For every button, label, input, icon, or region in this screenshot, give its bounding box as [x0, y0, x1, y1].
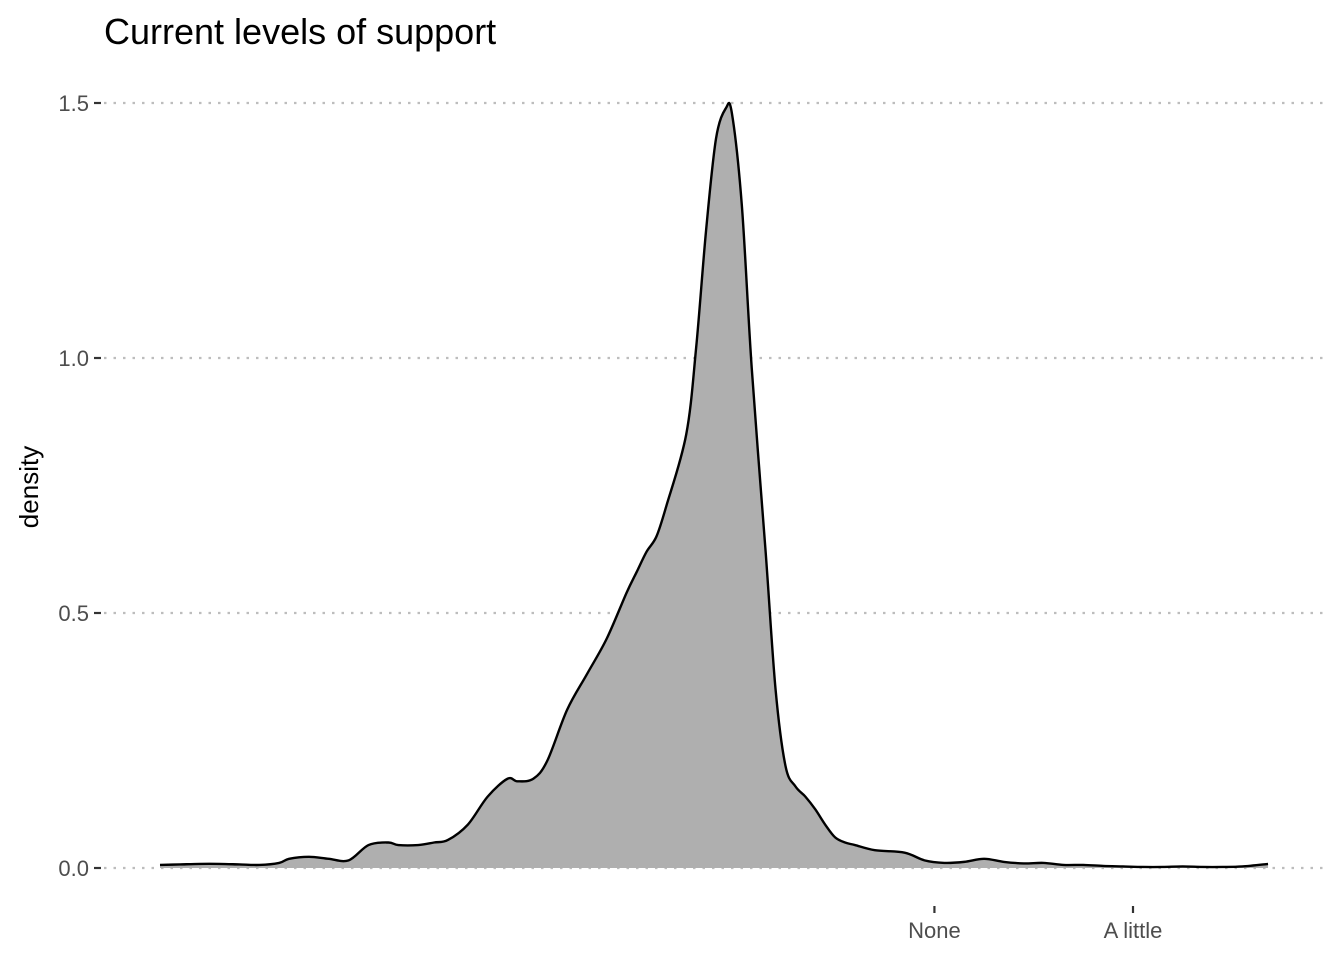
y-tick-label: 1.0 [58, 346, 89, 371]
chart-title: Current levels of support [104, 11, 496, 52]
density-area [160, 102, 1269, 868]
y-axis-label: density [14, 446, 44, 528]
x-axis-ticks: None A little [908, 906, 1162, 943]
x-tick-label: A little [1104, 918, 1163, 943]
x-tick-label: None [908, 918, 961, 943]
y-tick-label: 0.0 [58, 856, 89, 881]
y-tick-label: 0.5 [58, 601, 89, 626]
density-curve [159, 101, 1269, 869]
y-axis-ticks: 0.0 0.5 1.0 1.5 [58, 91, 101, 881]
y-tick-label: 1.5 [58, 91, 89, 116]
